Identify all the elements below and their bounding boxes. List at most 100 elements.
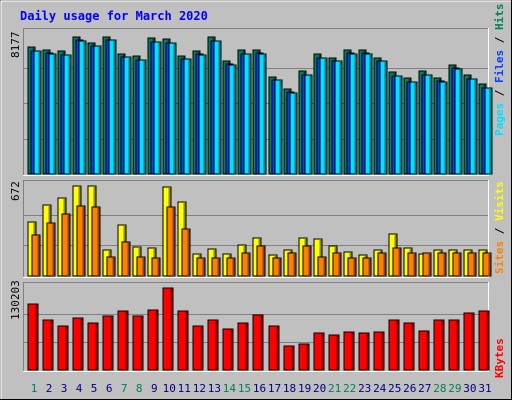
bar-kbytes-day-23	[358, 332, 370, 371]
bar-pages-day-12	[198, 54, 207, 175]
bar-sites-day-31	[482, 252, 492, 277]
bar-fill	[153, 41, 162, 175]
bar-fill	[467, 252, 477, 277]
day-label-14: 14	[223, 382, 237, 395]
bar-sites-day-23	[362, 257, 372, 277]
bar-sites-day-13	[211, 257, 221, 277]
bar-fill	[418, 330, 430, 371]
bar-fill	[422, 252, 432, 277]
bar-fill	[181, 228, 191, 277]
bar-pages-day-10	[168, 42, 177, 175]
bar-pages-day-8	[138, 59, 147, 175]
bar-fill	[394, 75, 403, 175]
bar-pages-day-31	[484, 87, 493, 175]
hits-ymax-label: 8177	[9, 32, 22, 59]
bar-kbytes-day-2	[42, 319, 54, 371]
bar-kbytes-day-9	[147, 309, 159, 371]
bar-fill	[93, 45, 102, 175]
bar-kbytes-day-29	[448, 319, 460, 371]
bar-sites-day-26	[407, 252, 417, 277]
bar-pages-day-24	[379, 60, 388, 175]
day-label-1: 1	[31, 382, 38, 395]
bar-fill	[463, 312, 475, 371]
bar-pages-day-25	[394, 75, 403, 175]
bar-fill	[78, 40, 87, 175]
bar-fill	[57, 325, 69, 371]
bar-fill	[151, 257, 161, 277]
day-label-5: 5	[91, 382, 98, 395]
bar-kbytes-day-15	[237, 322, 249, 371]
bar-sites-day-20	[317, 256, 327, 277]
bar-fill	[222, 328, 234, 371]
bar-sites-day-2	[46, 222, 56, 277]
visits-sites-legend: Sites / Visits	[493, 181, 506, 274]
bar-sites-day-4	[76, 205, 86, 277]
bar-fill	[33, 50, 42, 175]
bar-fill	[228, 64, 237, 175]
legend-pages: Pages	[493, 103, 506, 136]
bar-kbytes-day-17	[268, 325, 280, 371]
day-label-13: 13	[208, 382, 221, 395]
legend-kbytes: KBytes	[493, 338, 506, 378]
bar-fill	[87, 322, 99, 371]
bar-fill	[207, 319, 219, 371]
day-label-17: 17	[268, 382, 281, 395]
bar-pages-day-18	[289, 92, 298, 175]
day-label-2: 2	[46, 382, 53, 395]
day-label-21: 21	[328, 382, 341, 395]
bar-pages-day-6	[108, 39, 117, 175]
bar-fill	[304, 74, 313, 175]
bar-kbytes-day-27	[418, 330, 430, 371]
bar-fill	[31, 234, 41, 277]
day-label-26: 26	[403, 382, 416, 395]
bar-pages-day-30	[469, 78, 478, 175]
bar-fill	[403, 322, 415, 371]
bar-fill	[123, 56, 132, 175]
bar-fill	[213, 40, 222, 175]
day-label-29: 29	[448, 382, 461, 395]
bar-fill	[452, 252, 462, 277]
bar-fill	[469, 78, 478, 175]
bar-fill	[166, 206, 176, 277]
bar-fill	[283, 345, 295, 371]
day-label-16: 16	[253, 382, 266, 395]
bar-fill	[27, 303, 39, 371]
bar-kbytes-day-16	[252, 314, 264, 371]
bar-fill	[121, 241, 131, 277]
bar-sites-day-22	[347, 257, 357, 277]
bar-fill	[196, 257, 206, 277]
bar-fill	[358, 332, 370, 371]
bar-fill	[272, 257, 282, 277]
bar-fill	[192, 325, 204, 371]
bar-fill	[162, 287, 174, 371]
bar-sites-day-12	[196, 257, 206, 277]
bar-fill	[102, 315, 114, 371]
bar-fill	[237, 322, 249, 371]
day-label-25: 25	[388, 382, 401, 395]
bar-fill	[388, 319, 400, 371]
bar-fill	[63, 54, 72, 175]
bar-fill	[241, 252, 251, 277]
bar-fill	[198, 54, 207, 175]
bar-pages-day-19	[304, 74, 313, 175]
bar-fill	[317, 256, 327, 277]
bar-sites-day-14	[226, 257, 236, 277]
bar-fill	[132, 315, 144, 371]
bar-fill	[289, 92, 298, 175]
bar-fill	[379, 60, 388, 175]
bar-fill	[439, 81, 448, 175]
bar-sites-day-28	[437, 252, 447, 277]
bar-fill	[243, 53, 252, 175]
bar-kbytes-day-7	[117, 310, 129, 371]
bar-fill	[364, 53, 373, 175]
bar-fill	[313, 332, 325, 371]
bar-pages-day-11	[183, 58, 192, 175]
bar-kbytes-day-28	[433, 319, 445, 371]
bar-fill	[392, 247, 402, 277]
legend-sites: Sites	[493, 241, 506, 274]
bar-kbytes-day-8	[132, 315, 144, 371]
bar-kbytes-day-6	[102, 315, 114, 371]
day-label-20: 20	[313, 382, 326, 395]
bar-fill	[424, 74, 433, 175]
